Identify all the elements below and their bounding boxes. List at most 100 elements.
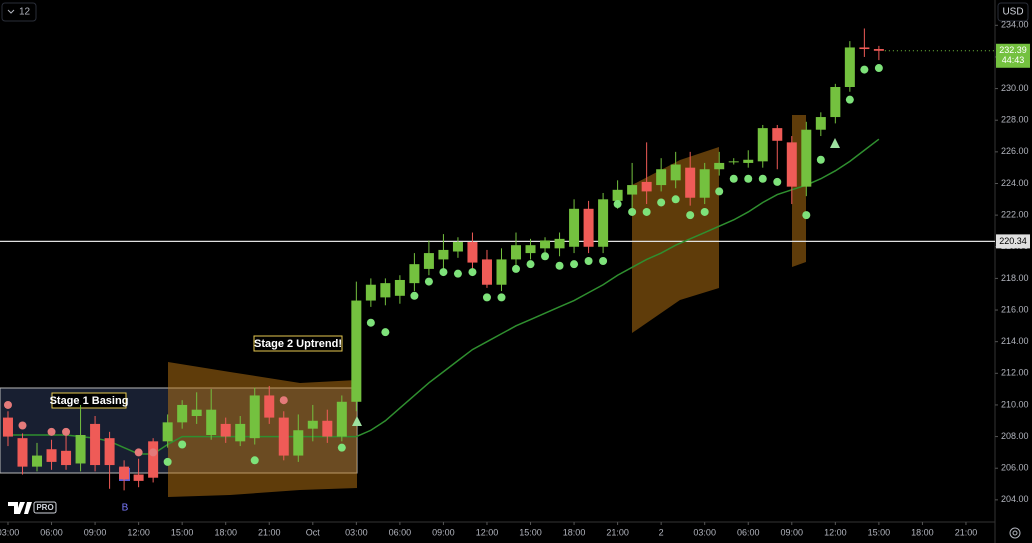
x-tick-label: 03:00	[693, 527, 716, 537]
stop-dot	[18, 421, 27, 430]
interval-label: 12	[19, 7, 31, 18]
candle-body	[438, 249, 449, 260]
x-tick-label: 12:00	[476, 527, 499, 537]
stage2-label: Stage 2 Uptrend!	[253, 335, 343, 352]
stop-dot	[468, 268, 477, 277]
candle-body	[278, 417, 289, 456]
logo-badge	[33, 501, 57, 514]
stop-dot	[642, 207, 651, 216]
x-tick-label: 09:00	[432, 527, 455, 537]
candle-body	[670, 164, 681, 181]
candle-body	[743, 159, 754, 163]
gear-icon	[1009, 527, 1021, 539]
stop-dot	[47, 427, 56, 436]
x-tick-label: 21:00	[606, 527, 629, 537]
y-tick-label: 216.00	[1001, 304, 1029, 314]
x-tick-label: 03:00	[345, 527, 368, 537]
stop-dot	[613, 200, 622, 209]
annotation: Stage 1 Basing	[50, 395, 129, 407]
y-tick-label: 212.00	[1001, 368, 1029, 378]
candle-body	[815, 117, 826, 130]
x-tick-label: 12:00	[127, 527, 150, 537]
candle-body	[583, 208, 594, 247]
stop-dot	[773, 177, 782, 186]
y-tick-label: 210.00	[1001, 399, 1029, 409]
last-price-label: 232.39	[999, 45, 1027, 55]
stop-dot	[134, 448, 143, 457]
stop-dot	[250, 456, 259, 465]
candle-body	[293, 430, 304, 456]
candle-body	[249, 395, 260, 439]
stop-dot	[497, 293, 506, 302]
stop-dot	[802, 211, 811, 220]
candle-body	[844, 47, 855, 87]
candle-body	[830, 87, 841, 118]
candle-body	[525, 245, 536, 254]
last-price-box	[996, 43, 1030, 68]
stop-dot	[439, 268, 448, 277]
stop-dot	[366, 318, 375, 327]
stop-dot	[671, 195, 680, 204]
y-tick-label: 226.00	[1001, 146, 1029, 156]
candle-body	[46, 449, 57, 462]
candle-body	[206, 409, 217, 435]
stop-dot	[570, 260, 579, 269]
candle-body	[598, 199, 609, 247]
stop-dot	[410, 291, 419, 300]
y-tick-label: 222.00	[1001, 210, 1029, 220]
stop-dot	[178, 440, 187, 449]
x-tick-label: 2	[659, 527, 664, 537]
interval-button[interactable]: 12	[1, 2, 37, 22]
candle-body	[90, 423, 101, 466]
candle-body	[322, 420, 333, 437]
stop-dot	[744, 174, 753, 183]
settings-button[interactable]	[1009, 527, 1021, 539]
price-line-label: 220.34	[999, 236, 1027, 246]
stop-dot	[599, 257, 608, 265]
stop-dot	[512, 264, 521, 273]
candle-body	[177, 404, 188, 423]
y-tick-label: 214.00	[1001, 336, 1029, 346]
stop-dot	[424, 277, 433, 286]
candle-body	[17, 438, 28, 467]
currency-label: USD	[1002, 7, 1023, 18]
candle-body	[757, 128, 768, 162]
x-tick-label: 06:00	[389, 527, 412, 537]
stop-dot	[628, 207, 637, 216]
stop-dot	[584, 257, 593, 265]
annotation-box	[51, 392, 127, 409]
candle-body	[394, 279, 405, 296]
stop-dot	[758, 174, 767, 183]
y-tick-label: 224.00	[1001, 178, 1029, 188]
stop-dot	[874, 64, 883, 73]
candle-body	[569, 208, 580, 247]
candle-body	[409, 264, 420, 284]
stop-dot	[482, 293, 491, 302]
stop-dot	[3, 400, 12, 409]
candle-body	[496, 259, 507, 285]
interval-box	[1, 2, 37, 22]
candle-body	[685, 167, 696, 198]
gear-icon-center	[1012, 530, 1018, 536]
x-tick-label: 03:00	[0, 527, 19, 537]
candle-body	[162, 422, 173, 442]
x-tick-label: 15:00	[868, 527, 891, 537]
currency-box	[997, 2, 1029, 22]
candle-body	[423, 253, 434, 269]
logo-mark	[8, 502, 32, 514]
candle-body	[699, 169, 710, 198]
candle-body	[61, 450, 72, 466]
price-line-label-box	[996, 234, 1030, 249]
currency-button[interactable]: USD	[997, 2, 1029, 22]
candle-body	[786, 142, 797, 187]
x-tick-label: 15:00	[519, 527, 542, 537]
candle-body	[873, 49, 884, 51]
candle-body	[2, 417, 13, 437]
stop-dot	[700, 207, 709, 216]
candle-body	[119, 466, 130, 480]
candle-body	[481, 259, 492, 285]
stop-dot	[555, 261, 564, 270]
candle-body	[452, 242, 463, 252]
candle-body	[540, 240, 551, 249]
candle-body	[148, 441, 159, 478]
